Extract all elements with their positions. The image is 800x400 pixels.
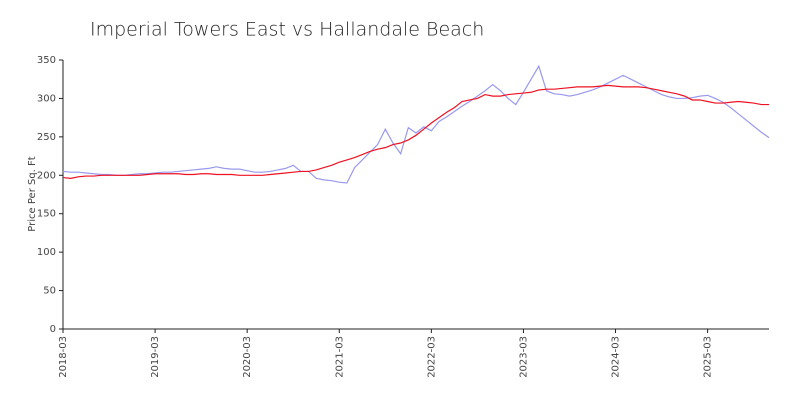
x-tick-label: 2022-03 (426, 336, 437, 378)
series-line (62, 84, 769, 179)
x-tick-label: 2024-03 (611, 336, 622, 378)
y-tick-label: 300 (37, 93, 56, 104)
x-tick-label: 2021-03 (334, 336, 345, 378)
y-tick-label: 250 (37, 132, 56, 143)
x-tick-label: 2019-03 (150, 336, 161, 378)
x-tick-label: 2020-03 (242, 336, 253, 378)
x-tick-label: 2018-03 (58, 336, 69, 378)
series-line (62, 64, 770, 184)
y-tick-label: 100 (37, 247, 56, 258)
y-tick-label: 350 (37, 55, 56, 66)
x-tick-label: 2025-03 (703, 336, 714, 378)
y-tick-label: 0 (50, 324, 56, 335)
y-tick-label: 150 (37, 209, 56, 220)
x-tick-label: 2023-03 (518, 336, 529, 378)
y-axis-label: Price Per Sq. Ft (27, 156, 38, 231)
chart-title: Imperial Towers East vs Hallandale Beach (90, 19, 484, 41)
y-tick-label: 200 (37, 170, 56, 181)
y-tick-label: 50 (43, 286, 56, 297)
